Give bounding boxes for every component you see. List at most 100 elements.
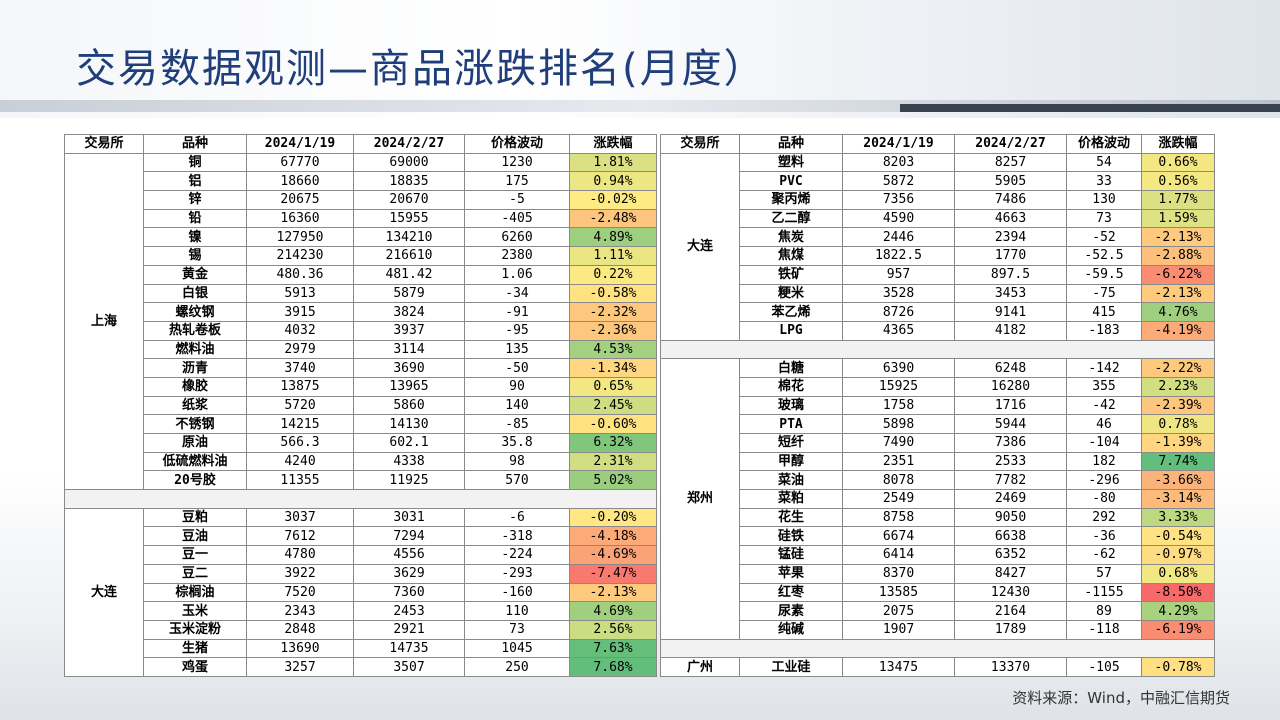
price-start-cell: 11355	[246, 470, 354, 491]
right-ranking-table: 交易所 品种 2024/1/19 2024/2/27 价格波动 涨跌幅 大连 塑料 8203 8…	[660, 134, 1215, 677]
pct-change-cell: -0.58%	[569, 283, 657, 304]
table-row: PVC 5872 5905 33 0.56%	[661, 171, 1215, 192]
table-row: 燃料油 2979 3114 135 4.53%	[65, 339, 657, 360]
price-end-cell: 5905	[954, 171, 1067, 192]
change-cell: 35.8	[464, 433, 570, 453]
price-start-cell: 13585	[842, 582, 955, 603]
pct-change-cell: -4.69%	[569, 545, 657, 565]
pct-change-cell: 7.74%	[1141, 451, 1215, 472]
price-end-cell: 3629	[353, 563, 465, 584]
table-row: 铝 18660 18835 175 0.94%	[65, 171, 657, 192]
change-cell: 89	[1066, 601, 1142, 621]
table-row: 菜粕 2549 2469 -80 -3.14%	[661, 489, 1215, 509]
change-cell: 33	[1066, 171, 1142, 192]
separator-cell	[660, 339, 1215, 360]
pct-change-cell: 0.65%	[569, 376, 657, 397]
table-row: 乙二醇 4590 4663 73 1.59%	[661, 208, 1215, 229]
separator-cell	[64, 489, 657, 509]
price-end-cell: 5860	[353, 395, 465, 416]
price-start-cell: 8726	[842, 302, 955, 322]
change-cell: -75	[1066, 283, 1142, 304]
commodity-cell: 原油	[143, 433, 247, 453]
price-start-cell: 214230	[246, 246, 354, 266]
price-end-cell: 4663	[954, 208, 1067, 229]
commodity-cell: 玻璃	[739, 395, 843, 416]
pct-change-cell: -0.02%	[569, 190, 657, 210]
column-header: 交易所	[660, 134, 740, 154]
price-end-cell: 6248	[954, 358, 1067, 378]
column-header: 涨跌幅	[1141, 134, 1215, 154]
price-start-cell: 8078	[842, 470, 955, 491]
price-end-cell: 6638	[954, 526, 1067, 547]
price-end-cell: 602.1	[353, 433, 465, 453]
price-end-cell: 4338	[353, 451, 465, 472]
pct-change-cell: -0.54%	[1141, 526, 1215, 547]
commodity-cell: 铝	[143, 171, 247, 192]
pct-change-cell: 2.45%	[569, 395, 657, 416]
price-start-cell: 8203	[842, 152, 955, 173]
table-row: 短纤 7490 7386 -104 -1.39%	[661, 433, 1215, 453]
price-start-cell: 8758	[842, 507, 955, 528]
pct-change-cell: -2.36%	[569, 320, 657, 341]
commodity-cell: 豆一	[143, 545, 247, 565]
pct-change-cell: -7.47%	[569, 563, 657, 584]
column-header: 交易所	[64, 134, 144, 154]
commodity-cell: 热轧卷板	[143, 320, 247, 341]
price-start-cell: 480.36	[246, 264, 354, 285]
table-row: 原油 566.3 602.1 35.8 6.32%	[65, 433, 657, 453]
pct-change-cell: 7.63%	[569, 638, 657, 659]
price-end-cell: 15955	[353, 208, 465, 229]
price-start-cell: 2848	[246, 619, 354, 640]
price-start-cell: 14215	[246, 414, 354, 434]
price-end-cell: 3690	[353, 358, 465, 378]
pct-change-cell: -8.50%	[1141, 582, 1215, 603]
commodity-cell: PVC	[739, 171, 843, 192]
change-cell: 98	[464, 451, 570, 472]
price-end-cell: 2533	[954, 451, 1067, 472]
pct-change-cell: -2.32%	[569, 302, 657, 322]
table-header-row: 交易所 品种 2024/1/19 2024/2/27 价格波动 涨跌幅	[660, 134, 1215, 154]
price-end-cell: 7294	[353, 526, 465, 547]
table-row: 玉米淀粉 2848 2921 73 2.56%	[65, 619, 657, 640]
price-end-cell: 7782	[954, 470, 1067, 491]
change-cell: -118	[1066, 619, 1142, 640]
price-end-cell: 9050	[954, 507, 1067, 528]
table-row: 花生 8758 9050 292 3.33%	[661, 507, 1215, 528]
table-row: 郑州 白糖 6390 6248 -142 -2.22%	[660, 358, 1215, 640]
price-start-cell: 4240	[246, 451, 354, 472]
commodity-cell: 硅铁	[739, 526, 843, 547]
exchange-cell: 上海	[64, 152, 144, 491]
change-cell: -293	[464, 563, 570, 584]
change-cell: 292	[1066, 507, 1142, 528]
price-start-cell: 7356	[842, 190, 955, 210]
table-row: LPG 4365 4182 -183 -4.19%	[661, 320, 1215, 341]
change-cell: 182	[1066, 451, 1142, 472]
pct-change-cell: -2.88%	[1141, 246, 1215, 266]
price-start-cell: 13690	[246, 638, 354, 659]
commodity-cell: 白糖	[739, 358, 843, 378]
price-end-cell: 8257	[954, 152, 1067, 173]
pct-change-cell: 0.78%	[1141, 414, 1215, 434]
price-start-cell: 3915	[246, 302, 354, 322]
commodity-cell: 白银	[143, 283, 247, 304]
pct-change-cell: 1.59%	[1141, 208, 1215, 229]
pct-change-cell: -4.18%	[569, 526, 657, 547]
source-note: 资料来源：Wind，中融汇信期货	[1012, 689, 1230, 707]
pct-change-cell: 4.89%	[569, 227, 657, 248]
change-cell: 130	[1066, 190, 1142, 210]
change-cell: -5	[464, 190, 570, 210]
price-start-cell: 3037	[246, 507, 354, 528]
change-cell: -6	[464, 507, 570, 528]
price-start-cell: 5720	[246, 395, 354, 416]
change-cell: -405	[464, 208, 570, 229]
table-row: 上海铜 67770 69000 1230 1.81%	[64, 152, 657, 491]
change-cell: 415	[1066, 302, 1142, 322]
group-separator-row	[64, 489, 657, 509]
price-start-cell: 15925	[842, 376, 955, 397]
change-cell: 110	[464, 601, 570, 621]
left-ranking-table: 交易所 品种 2024/1/19 2024/2/27 价格波动 涨跌幅 上海铜 67770 6…	[64, 134, 657, 677]
pct-change-cell: -2.22%	[1141, 358, 1215, 378]
price-start-cell: 3257	[246, 657, 354, 677]
table-row: 苯乙烯 8726 9141 415 4.76%	[661, 302, 1215, 322]
change-cell: 570	[464, 470, 570, 491]
